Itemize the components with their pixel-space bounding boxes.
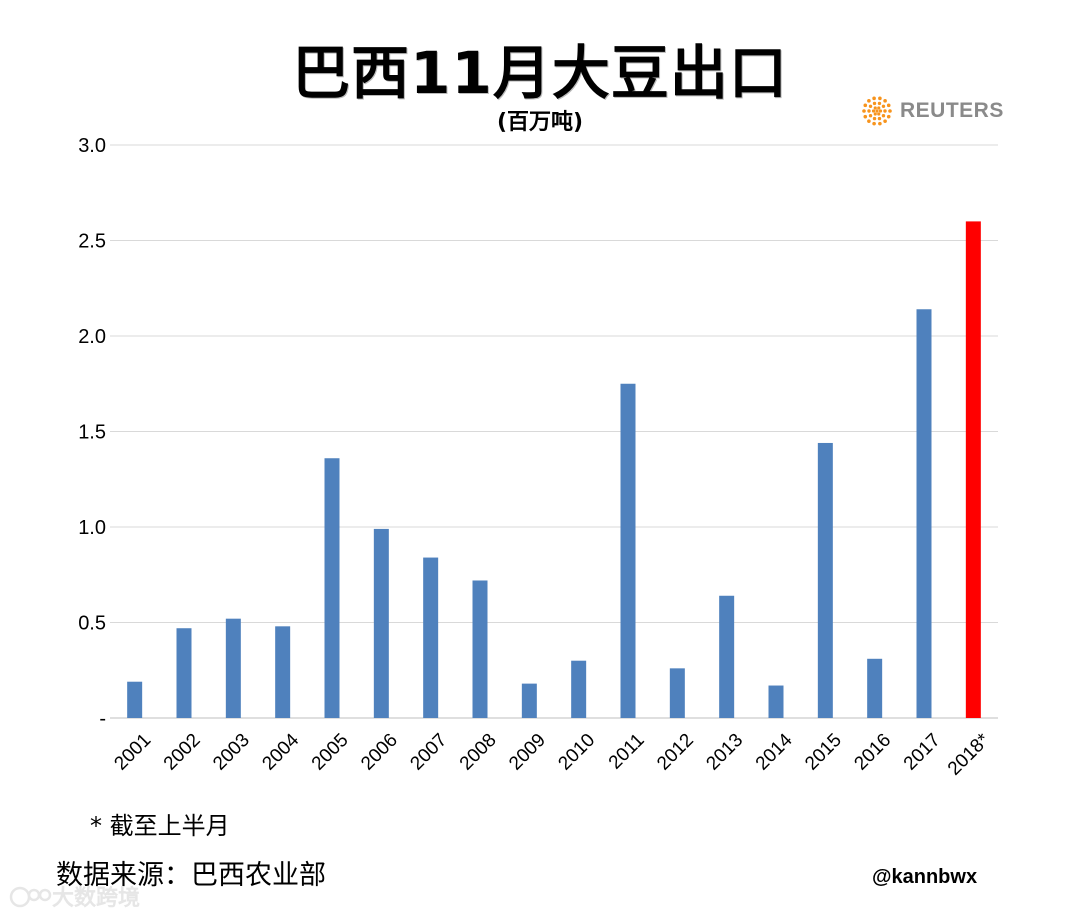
watermark: 大数跨境 (8, 880, 140, 912)
chart-title: 巴西11月大豆出口 (292, 39, 788, 107)
y-tick-label: 3.0 (78, 135, 106, 157)
x-tick-label: 2005 (308, 730, 353, 775)
y-tick-label: 2.0 (78, 326, 106, 348)
bar-2003 (225, 618, 241, 718)
x-tick-label: 2013 (703, 730, 748, 775)
bar-2007 (423, 557, 439, 718)
x-tick-label: 2007 (407, 730, 452, 775)
x-tick-label: 2008 (456, 730, 501, 775)
y-tick-label: 0.5 (78, 613, 106, 635)
bar-2018 (965, 221, 981, 718)
x-tick-label: 2004 (259, 729, 304, 774)
x-tick-label: 2001 (111, 730, 156, 775)
bar-2010 (571, 660, 587, 718)
data-source: 数据来源：巴西农业部 (56, 860, 326, 891)
x-tick-label: 2010 (555, 730, 600, 775)
x-tick-label: 2016 (851, 730, 896, 775)
bar-2009 (521, 683, 537, 718)
bar-2002 (176, 628, 192, 718)
bar-2014 (768, 685, 784, 718)
bar-2016 (867, 658, 883, 718)
x-tick-label: 2002 (160, 730, 205, 775)
reuters-logo: REUTERS (860, 94, 1004, 128)
bar-2011 (620, 383, 636, 718)
x-tick-label: 2014 (752, 729, 797, 774)
x-tick-label: 2018* (944, 729, 994, 779)
x-tick-label: 2006 (357, 730, 402, 775)
bar-2001 (127, 681, 143, 718)
bar-2008 (472, 580, 488, 718)
watermark-text: 大数跨境 (52, 886, 141, 911)
x-tick-label: 2003 (209, 730, 254, 775)
y-tick-label: 1.0 (78, 517, 106, 539)
y-tick-label: - (99, 708, 106, 730)
bar-2004 (275, 626, 291, 718)
y-tick-label: 2.5 (78, 231, 106, 253)
footnote: * 截至上半月 (90, 812, 230, 840)
bar-2015 (817, 442, 833, 718)
bar-2017 (916, 309, 932, 718)
y-tick-label: 1.5 (78, 422, 106, 444)
bar-2013 (719, 595, 735, 718)
x-tick-label: 2009 (505, 730, 550, 775)
watermark-logo-icon (9, 886, 52, 908)
x-tick-label: 2017 (900, 730, 945, 775)
bar-2005 (324, 458, 340, 718)
bar-2012 (669, 668, 685, 718)
reuters-logo-text: REUTERS (900, 99, 1004, 122)
x-tick-label: 2011 (605, 730, 649, 774)
reuters-dots-icon (862, 96, 892, 126)
chart-subtitle: (百万吨) (496, 110, 584, 135)
bar-2006 (373, 528, 389, 718)
author-handle: @kannbwx (872, 866, 978, 888)
x-tick-label: 2015 (801, 730, 846, 775)
x-tick-label: 2012 (653, 730, 698, 775)
